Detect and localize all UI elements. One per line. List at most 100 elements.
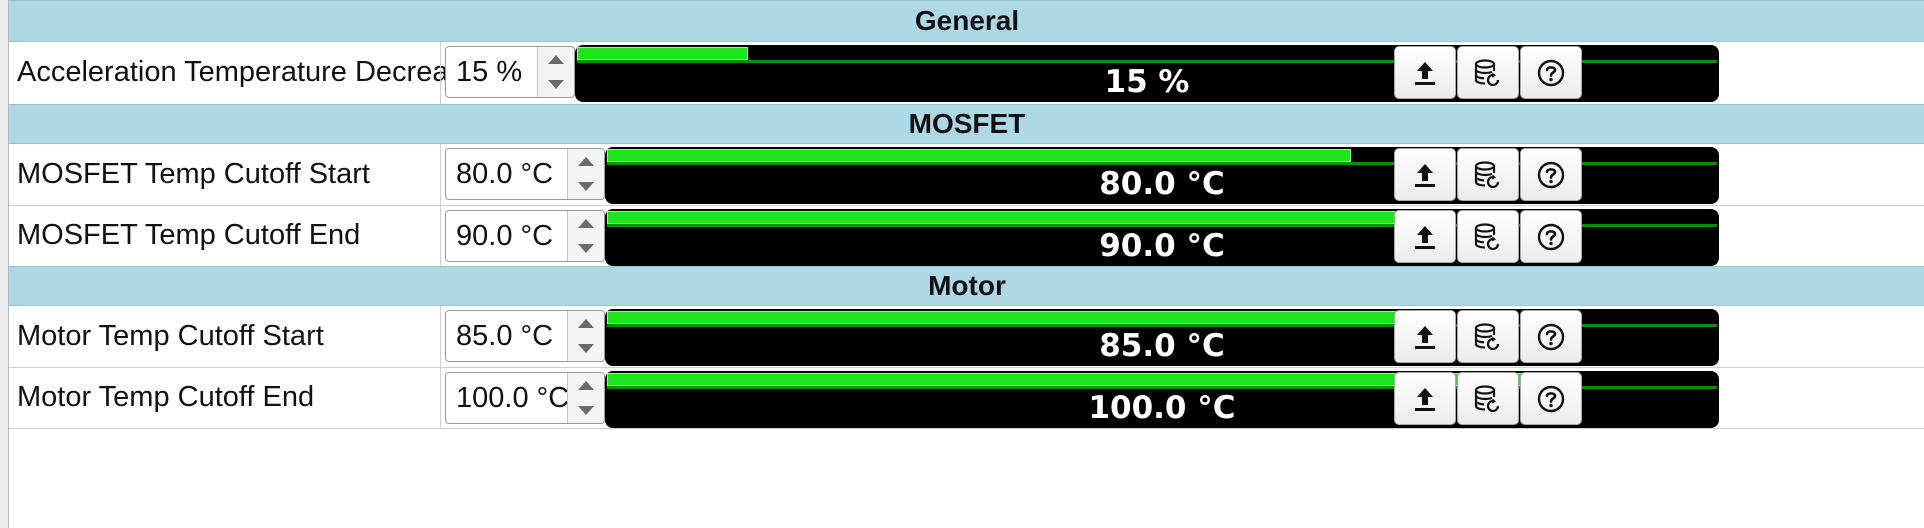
spinbox-value: 85.0 °C xyxy=(456,320,554,352)
bar-track xyxy=(577,60,1717,63)
arrow-down-icon xyxy=(578,182,594,191)
arrow-up-icon xyxy=(578,319,594,328)
arrow-up-icon xyxy=(578,381,594,390)
upload-button[interactable] xyxy=(1394,148,1456,201)
spinbox-value: 90.0 °C xyxy=(456,220,554,252)
spin-down-button[interactable] xyxy=(538,72,574,97)
bar-fill xyxy=(607,149,1351,162)
arrow-down-icon xyxy=(578,406,594,415)
section-title: MOSFET xyxy=(908,108,1026,139)
parameter-panel: General Acceleration Temperature Decreas… xyxy=(8,0,1924,528)
param-label: MOSFET Temp Cutoff End xyxy=(17,219,361,251)
value-spinbox[interactable]: 15 % xyxy=(445,46,575,98)
database-reset-icon xyxy=(1472,221,1504,253)
spinbox-value: 100.0 °C xyxy=(456,382,570,414)
help-button[interactable] xyxy=(1520,372,1582,425)
bar-value-text: 15 % xyxy=(1104,64,1190,100)
spin-up-button[interactable] xyxy=(568,373,604,398)
upload-button[interactable] xyxy=(1394,46,1456,99)
label-divider xyxy=(440,206,441,266)
spin-up-button[interactable] xyxy=(568,311,604,336)
bar-track xyxy=(607,386,1717,389)
bar-value-text: 100.0 °C xyxy=(1088,390,1236,426)
help-icon xyxy=(1536,160,1566,190)
spin-up-button[interactable] xyxy=(568,149,604,174)
value-spinbox[interactable]: 80.0 °C xyxy=(445,148,605,200)
arrow-down-icon xyxy=(578,244,594,253)
section-header-general: General xyxy=(9,0,1924,42)
help-icon xyxy=(1536,222,1566,252)
value-spinbox[interactable]: 85.0 °C xyxy=(445,310,605,362)
bar-fill xyxy=(577,47,748,60)
spin-down-button[interactable] xyxy=(568,336,604,361)
upload-icon xyxy=(1410,222,1440,252)
value-spinbox[interactable]: 90.0 °C xyxy=(445,210,605,262)
section-title: Motor xyxy=(928,270,1006,301)
label-divider xyxy=(440,144,441,205)
value-spinbox[interactable]: 100.0 °C xyxy=(445,372,605,424)
section-title: General xyxy=(914,5,1020,36)
database-reset-icon xyxy=(1472,159,1504,191)
arrow-up-icon xyxy=(578,157,594,166)
bar-track xyxy=(607,224,1717,227)
help-button[interactable] xyxy=(1520,310,1582,363)
section-header-mosfet: MOSFET xyxy=(9,104,1924,144)
label-divider xyxy=(440,42,441,104)
help-icon xyxy=(1536,58,1566,88)
upload-icon xyxy=(1410,322,1440,352)
spin-buttons xyxy=(567,149,604,199)
bar-value-text: 80.0 °C xyxy=(1099,166,1225,202)
help-button[interactable] xyxy=(1520,210,1582,263)
bar-value-text: 85.0 °C xyxy=(1099,328,1225,364)
arrow-up-icon xyxy=(578,219,594,228)
param-row: MOSFET Temp Cutoff Start 80.0 °C 80.0 °C xyxy=(9,144,1924,206)
bar-fill xyxy=(607,311,1397,324)
database-reset-icon xyxy=(1472,383,1504,415)
spinbox-value: 15 % xyxy=(456,56,523,88)
spin-up-button[interactable] xyxy=(538,47,574,72)
label-divider xyxy=(440,368,441,428)
bar-track xyxy=(607,324,1717,327)
spin-buttons xyxy=(567,211,604,261)
spinbox-value: 80.0 °C xyxy=(456,158,554,190)
param-row: Motor Temp Cutoff Start 85.0 °C 85.0 °C xyxy=(9,306,1924,368)
param-label: Acceleration Temperature Decrease xyxy=(17,56,480,88)
param-row: Motor Temp Cutoff End 100.0 °C 100.0 °C xyxy=(9,368,1924,429)
bar-track xyxy=(607,162,1717,165)
upload-icon xyxy=(1410,160,1440,190)
reset-button[interactable] xyxy=(1457,46,1519,99)
help-button[interactable] xyxy=(1520,46,1582,99)
reset-button[interactable] xyxy=(1457,310,1519,363)
upload-icon xyxy=(1410,384,1440,414)
database-reset-icon xyxy=(1472,57,1504,89)
param-row: MOSFET Temp Cutoff End 90.0 °C 90.0 °C xyxy=(9,206,1924,267)
help-button[interactable] xyxy=(1520,148,1582,201)
spin-buttons xyxy=(537,47,574,97)
param-label: MOSFET Temp Cutoff Start xyxy=(17,158,370,190)
upload-button[interactable] xyxy=(1394,372,1456,425)
reset-button[interactable] xyxy=(1457,210,1519,263)
arrow-down-icon xyxy=(578,344,594,353)
param-label: Motor Temp Cutoff End xyxy=(17,381,315,413)
database-reset-icon xyxy=(1472,321,1504,353)
help-icon xyxy=(1536,322,1566,352)
spin-buttons xyxy=(567,373,604,423)
spin-buttons xyxy=(567,311,604,361)
arrow-down-icon xyxy=(548,80,564,89)
reset-button[interactable] xyxy=(1457,148,1519,201)
upload-button[interactable] xyxy=(1394,210,1456,263)
spin-down-button[interactable] xyxy=(568,174,604,199)
param-label: Motor Temp Cutoff Start xyxy=(17,320,324,352)
bar-value-text: 90.0 °C xyxy=(1099,228,1225,264)
reset-button[interactable] xyxy=(1457,372,1519,425)
bar-fill xyxy=(607,211,1445,224)
spin-down-button[interactable] xyxy=(568,398,604,423)
param-row: Acceleration Temperature Decrease 15 % 15 … xyxy=(9,42,1924,105)
arrow-up-icon xyxy=(548,55,564,64)
help-icon xyxy=(1536,384,1566,414)
spin-up-button[interactable] xyxy=(568,211,604,236)
upload-button[interactable] xyxy=(1394,310,1456,363)
section-header-motor: Motor xyxy=(9,266,1924,306)
label-divider xyxy=(440,306,441,367)
spin-down-button[interactable] xyxy=(568,236,604,261)
